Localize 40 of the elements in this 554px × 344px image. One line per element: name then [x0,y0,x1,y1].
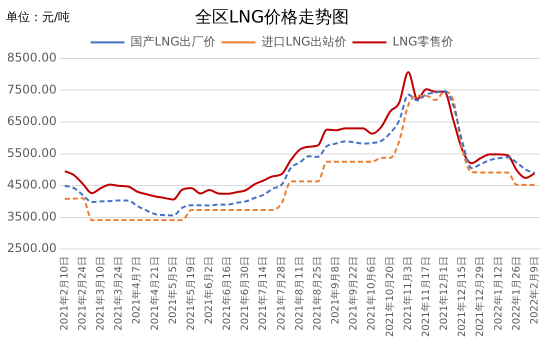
x-tick-label: 2021年4月21日 [148,256,161,331]
y-tick-label: 7500.00 [7,82,57,96]
x-tick-label: 2022年1月26日 [510,256,522,331]
x-tick-label: 2021年12月1日 [438,256,450,331]
y-tick-label: 2500.00 [7,241,57,256]
legend-label: 国产LNG出厂价 [130,34,216,49]
x-tick-label: 2021年12月29日 [474,256,486,338]
x-tick-label: 2021年8月11日 [293,256,306,331]
x-tick-label: 2022年1月12日 [492,256,504,331]
y-tick-label: 6500.00 [7,114,57,128]
x-tick-label: 2021年10月6日 [366,256,378,331]
x-tick-label: 2021年5月19日 [184,256,197,331]
line-series [64,71,536,201]
x-tick-label: 2021年7月28日 [275,256,288,331]
x-tick-label: 2021年7月14日 [257,256,270,331]
x-tick-label: 2021年2月10日 [58,256,70,331]
x-tick-label: 2021年9月22日 [348,256,360,331]
text: 单位：元/吨 [6,10,70,24]
x-tick-label: 2021年12月15日 [456,256,468,338]
x-tick-label: 2021年4月7日 [130,256,143,324]
x-tick-label: 2021年5月5日 [166,256,179,324]
x-tick-label: 2021年6月16日 [221,256,234,331]
x-tick-label: 2021年3月24日 [112,256,125,331]
legend-label: 进口LNG出站价 [262,34,346,49]
x-tick-label: 2021年6月2日 [203,256,216,324]
x-tick-label: 2021年11月17日 [420,256,432,338]
x-tick-label: 2021年2月24日 [76,256,88,331]
x-tick-label: 2021年8月25日 [311,256,324,331]
x-tick-label: 2021年6月30日 [239,256,252,331]
legend-label: LNG零售价 [392,34,454,49]
x-tick-label: 2021年10月20日 [384,256,396,338]
x-tick-label: 2021年11月3日 [402,256,414,331]
y-tick-label: 4500.00 [7,178,57,192]
y-tick-label: 5500.00 [7,146,57,160]
y-tick-label: 3500.00 [7,209,57,224]
x-tick-label: 2021年3月10日 [94,256,107,331]
y-tick-label: 8500.00 [7,50,57,65]
x-tick-label: 2022年2月9日 [528,256,540,324]
chart-title: 全区LNG价格走势图 [194,8,350,28]
x-tick-label: 2021年9月8日 [330,256,342,324]
